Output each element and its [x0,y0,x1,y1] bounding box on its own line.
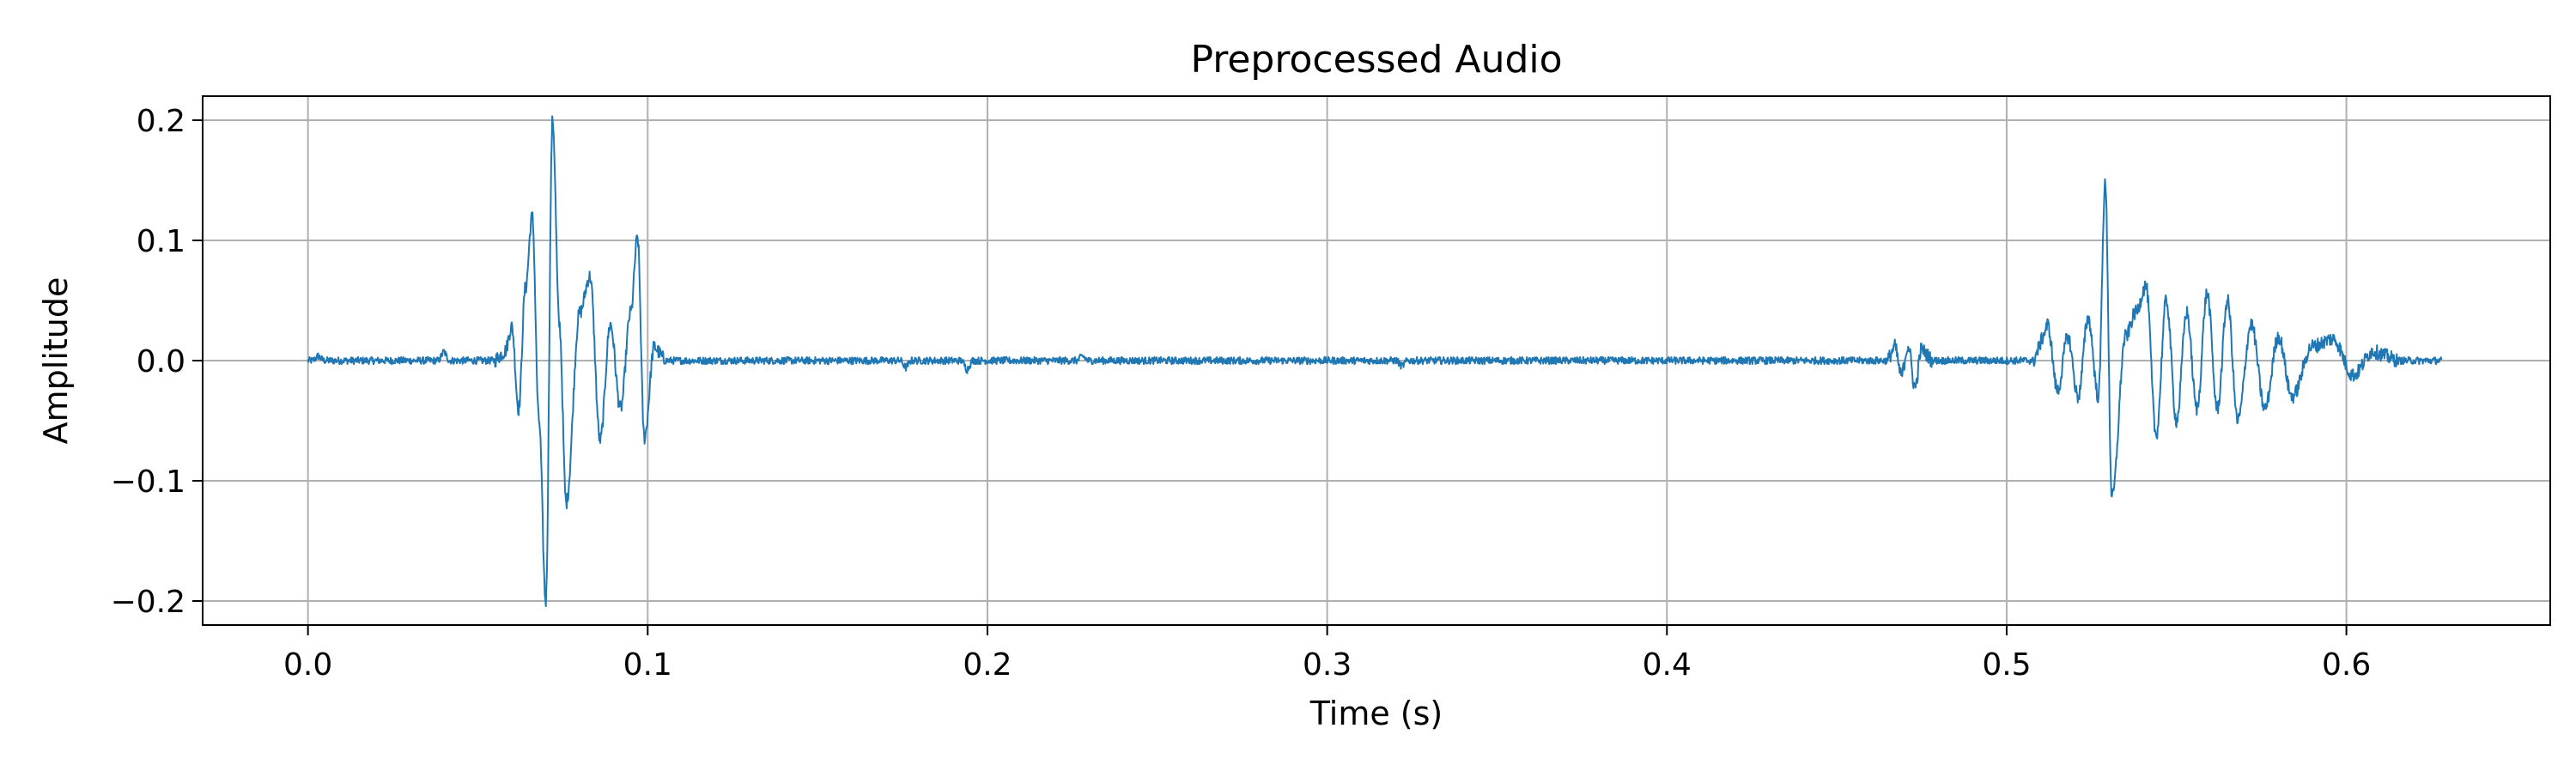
x-axis-label: Time (s) [1309,695,1443,732]
x-tick-label: 0.1 [623,647,672,683]
y-tick-label: −0.1 [111,464,185,500]
x-tick-label: 0.4 [1643,647,1692,683]
x-tick-label: 0.2 [963,647,1012,683]
y-tick-label: 0.0 [137,344,185,379]
x-tick-label: 0.6 [2322,647,2371,683]
y-tick-label: −0.2 [111,585,185,620]
x-tick-label: 0.0 [283,647,332,683]
y-axis-label: Amplitude [37,277,75,445]
y-tick-label: 0.2 [137,104,185,139]
waveform-line [307,115,2443,607]
chart-title: Preprocessed Audio [1190,38,1562,82]
x-tick-label: 0.3 [1303,647,1352,683]
tick-layer: 0.0 0.1 0.2 0.3 0.4 0.5 0.6 −0.2 −0.1 0.0 0.1 0.2 [111,104,2372,683]
x-tick-label: 0.5 [1982,647,2031,683]
y-tick-label: 0.1 [137,224,185,259]
